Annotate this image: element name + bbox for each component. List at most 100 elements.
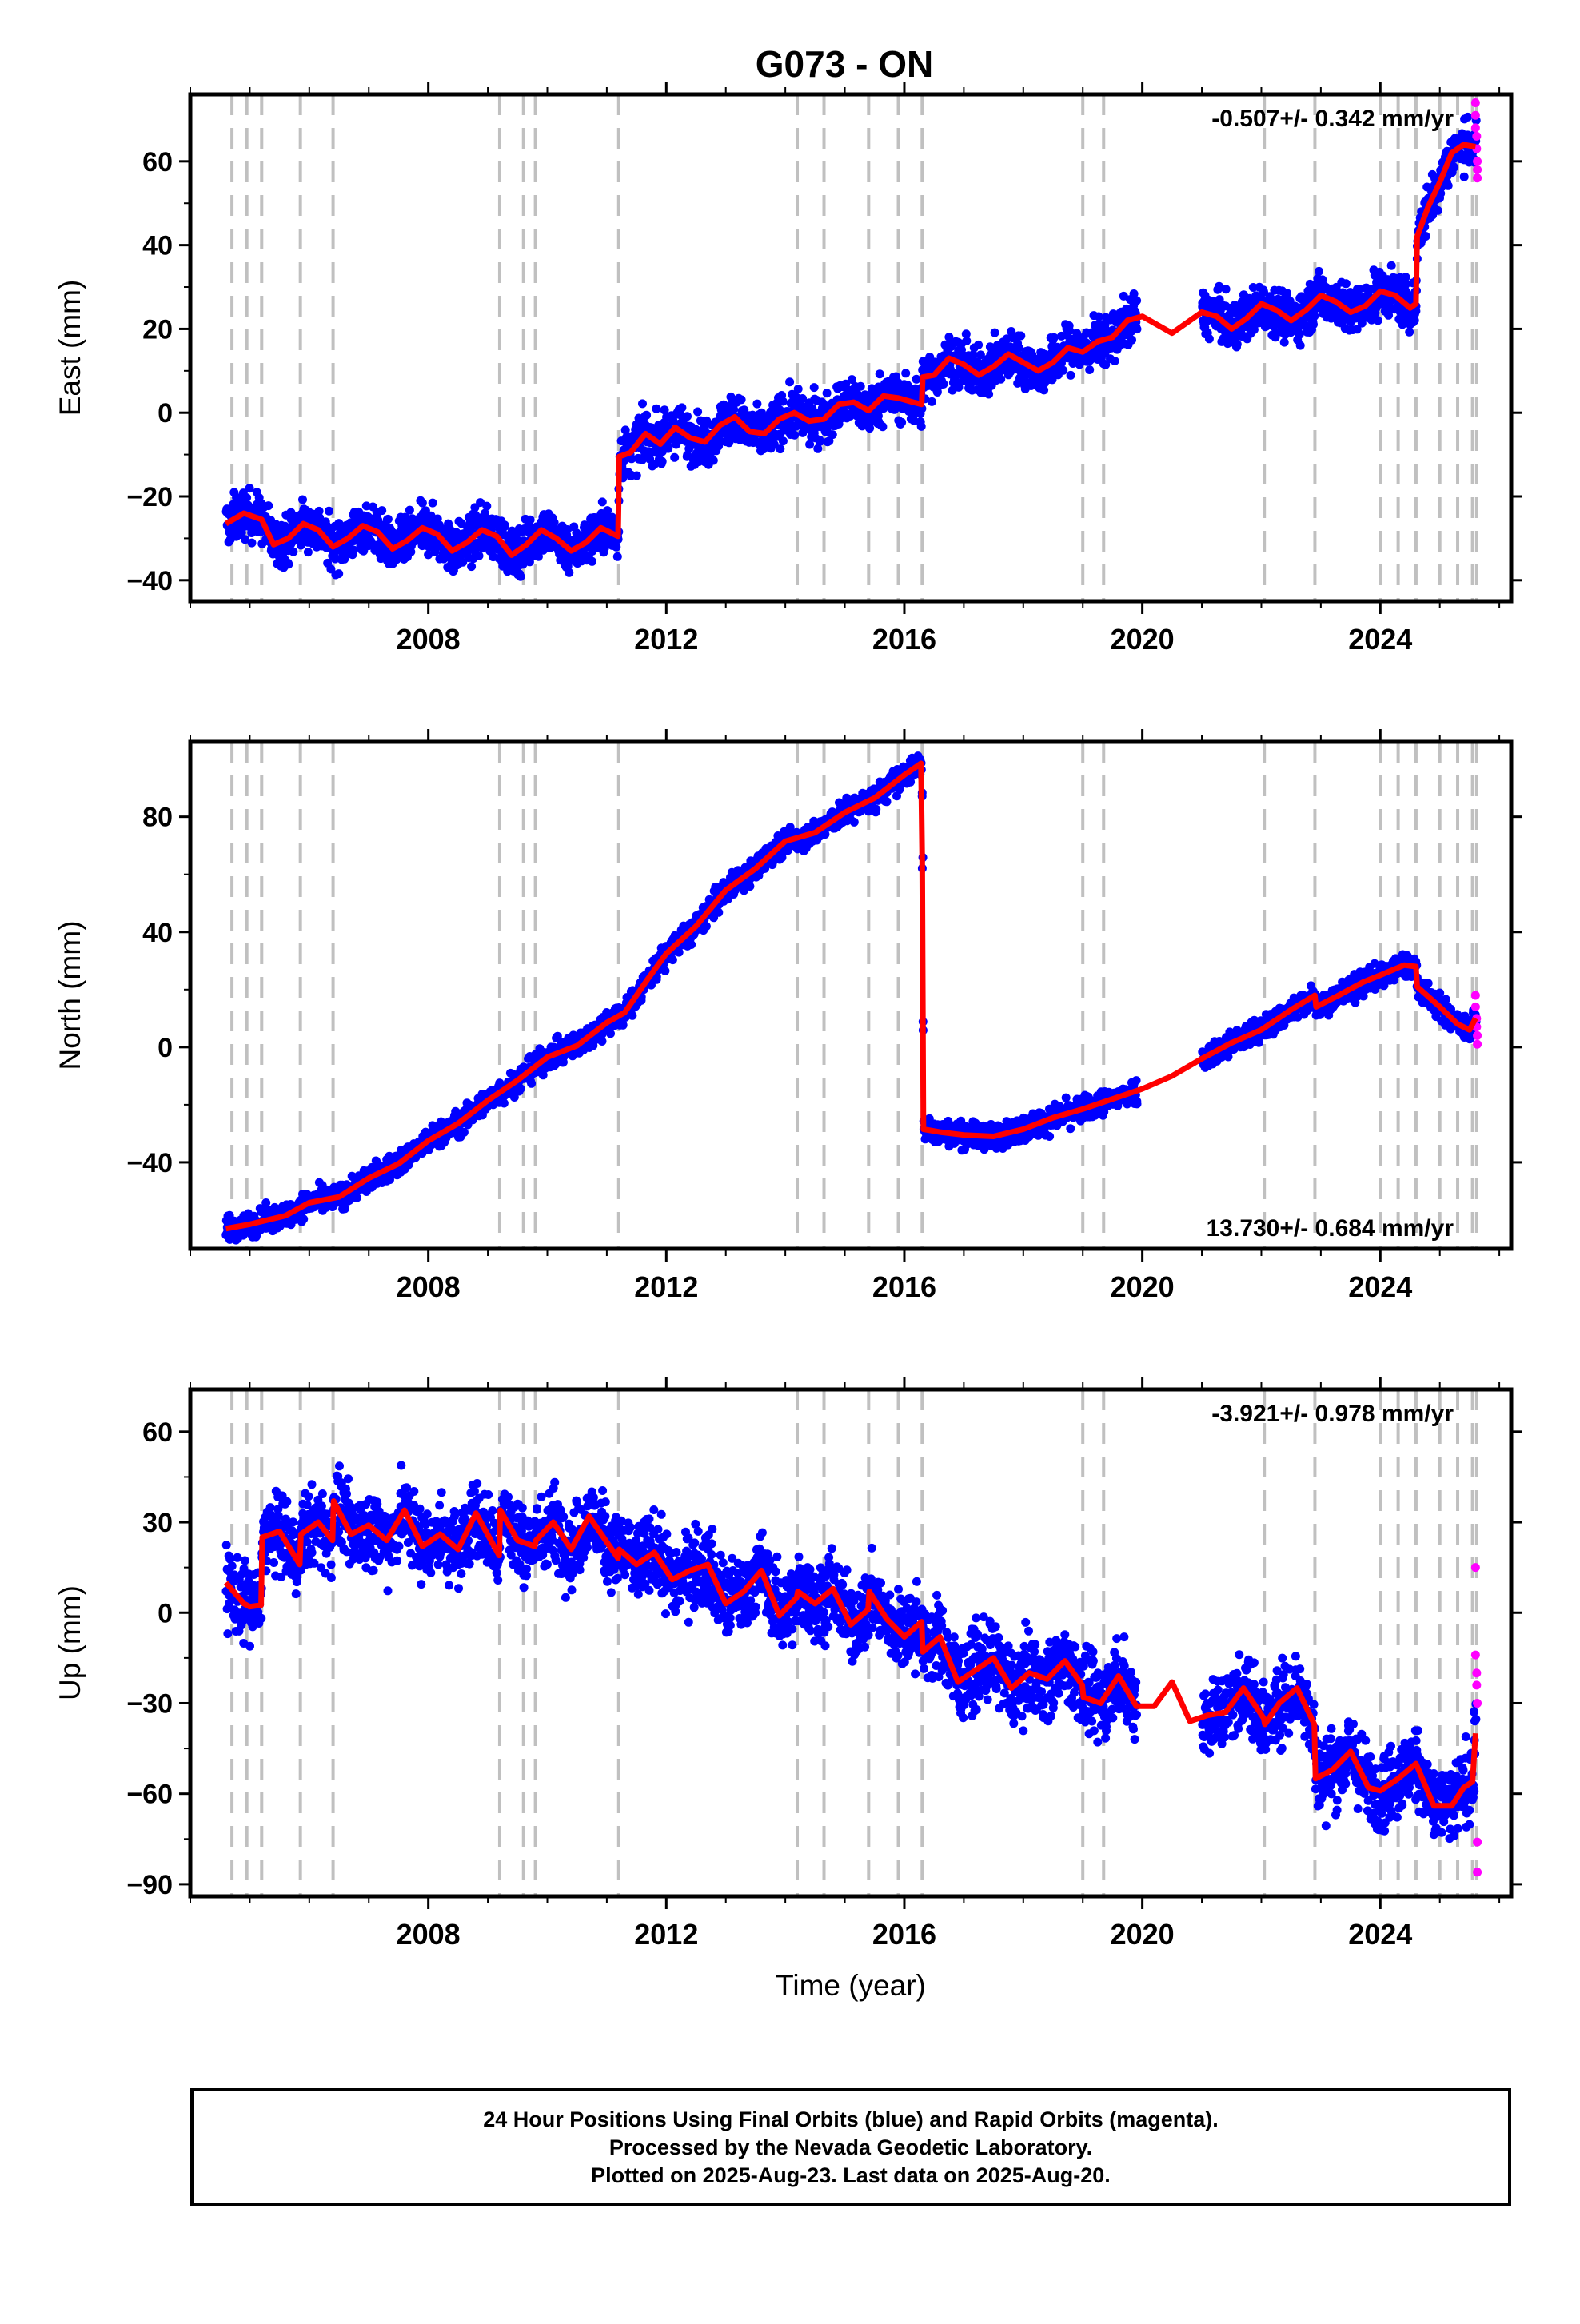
final-orbit-point <box>996 375 1005 384</box>
final-orbit-point <box>928 397 936 406</box>
final-orbit-point <box>245 484 254 492</box>
final-orbit-point <box>527 1079 536 1088</box>
final-orbit-point <box>683 412 692 421</box>
final-orbit-point <box>709 456 718 465</box>
final-orbit-point <box>737 395 746 404</box>
final-orbit-point <box>613 552 622 561</box>
final-orbit-point <box>467 562 476 571</box>
final-orbit-point <box>693 408 702 417</box>
plot-area <box>221 742 1482 1249</box>
plot-area <box>222 94 1482 601</box>
x-tick-label: 2008 <box>397 623 461 656</box>
final-orbit-point <box>901 369 910 377</box>
x-tick-label: 2016 <box>872 623 936 656</box>
final-orbit-point <box>785 377 794 386</box>
final-orbit-point <box>664 444 672 453</box>
final-orbit-point <box>702 922 711 931</box>
rate-annotation: -0.507+/- 0.342 mm/yr <box>1211 106 1454 132</box>
final-orbit-point <box>1444 181 1453 190</box>
final-orbit-point <box>384 515 393 524</box>
final-orbit-point <box>779 397 788 406</box>
final-orbit-point <box>526 516 535 524</box>
y-tick-label: 0 <box>158 398 173 429</box>
final-orbit-point <box>1059 366 1067 375</box>
model-fit-line <box>226 145 1476 556</box>
y-tick-label: 40 <box>142 231 173 261</box>
final-orbit-point <box>823 389 832 397</box>
final-orbit-point <box>779 436 788 445</box>
final-orbit-point <box>642 411 651 420</box>
final-orbit-point <box>1410 316 1419 325</box>
final-orbit-point <box>298 496 307 504</box>
y-tick-label: 20 <box>142 314 173 345</box>
rapid-orbit-point <box>1471 98 1480 107</box>
x-tick-label: 2024 <box>1348 623 1412 656</box>
final-orbit-point <box>876 369 884 378</box>
final-orbit-point <box>1296 341 1305 350</box>
final-orbit-point <box>865 424 874 433</box>
final-orbit-point <box>940 380 948 389</box>
final-orbit-point <box>1283 289 1291 297</box>
final-orbit-point <box>638 399 647 408</box>
rapid-orbit-point <box>1473 173 1482 182</box>
final-orbit-point <box>460 1128 469 1137</box>
final-orbit-points <box>222 113 1481 581</box>
final-orbit-point <box>660 967 669 975</box>
final-orbit-point <box>1450 163 1458 172</box>
final-orbit-point <box>790 431 799 440</box>
final-orbit-point <box>299 1214 308 1223</box>
final-orbit-point <box>588 557 596 566</box>
final-orbit-point <box>1127 336 1136 345</box>
final-orbit-point <box>1222 285 1231 293</box>
final-orbit-point <box>1315 267 1323 276</box>
final-orbit-points <box>221 751 1480 1245</box>
final-orbit-point <box>1402 273 1410 281</box>
final-orbit-point <box>1405 328 1414 337</box>
final-orbit-point <box>334 569 343 578</box>
final-orbit-point <box>658 457 667 466</box>
final-orbit-point <box>475 552 484 560</box>
final-orbit-point <box>810 383 819 392</box>
final-orbit-point <box>828 430 837 439</box>
rapid-orbit-point <box>1473 165 1482 174</box>
final-orbit-point <box>1463 113 1472 122</box>
final-orbit-point <box>501 520 509 529</box>
final-orbit-point <box>652 405 660 413</box>
final-orbit-point <box>1067 371 1075 380</box>
final-orbit-point <box>619 1021 628 1030</box>
final-orbit-point <box>261 1198 270 1207</box>
final-orbit-point <box>1342 279 1351 288</box>
final-orbit-point <box>1085 365 1094 374</box>
final-orbit-point <box>878 422 887 431</box>
final-orbit-point <box>714 908 723 917</box>
final-orbit-point <box>264 501 273 510</box>
final-orbit-point <box>1111 357 1119 365</box>
final-orbit-point <box>1280 338 1289 347</box>
rapid-orbit-point <box>1471 111 1480 120</box>
final-orbit-point <box>687 940 696 949</box>
rapid-orbit-point <box>1471 123 1480 132</box>
final-orbit-point <box>1050 333 1059 342</box>
final-orbit-point <box>565 568 573 577</box>
final-orbit-point <box>429 499 437 508</box>
final-orbit-point <box>677 403 686 412</box>
final-orbit-point <box>745 882 754 891</box>
final-orbit-point <box>1205 334 1214 343</box>
final-orbit-point <box>405 506 414 515</box>
final-orbit-point <box>917 422 926 431</box>
final-orbit-point <box>377 506 386 515</box>
final-orbit-point <box>628 1011 636 1020</box>
y-axis-label: East (mm) <box>54 280 86 417</box>
final-orbit-point <box>315 507 324 516</box>
final-orbit-point <box>1295 330 1304 339</box>
final-orbit-point <box>752 400 761 409</box>
final-orbit-point <box>418 499 427 508</box>
final-orbit-point <box>482 502 491 511</box>
final-orbit-point <box>670 453 679 462</box>
final-orbit-point <box>284 560 293 568</box>
final-orbit-point <box>794 385 803 393</box>
